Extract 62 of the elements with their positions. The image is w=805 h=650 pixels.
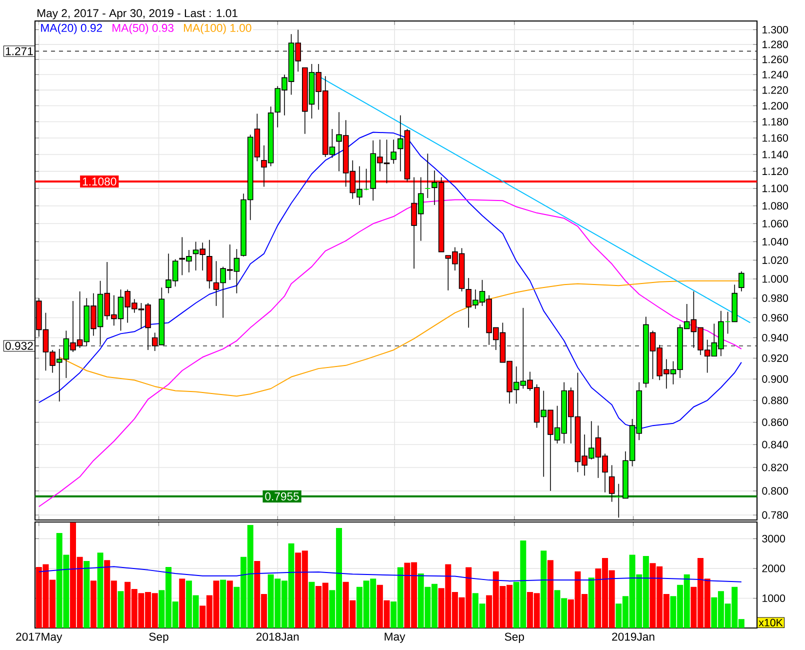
- y-tick-label: 0.820: [762, 464, 788, 472]
- y-tick-label: 1.300: [762, 26, 788, 34]
- y-tick-label: 0.980: [762, 294, 788, 302]
- y-tick-label: 1.100: [762, 184, 788, 192]
- y-tick-label: 1.240: [762, 70, 788, 78]
- y-tick-label: 0.900: [762, 375, 788, 383]
- y-tick-label: 0.940: [762, 334, 788, 342]
- line-series: [38, 566, 742, 582]
- chart-title: May 2, 2017 - Apr 30, 2019 - Last : 1.01: [38, 9, 238, 20]
- text: MA(50) 0.93: [112, 24, 174, 34]
- x-tick-label: 2019Jan: [612, 632, 654, 641]
- bar: [90, 580, 96, 628]
- y-tick-label: 1.160: [762, 134, 788, 142]
- bar: [588, 578, 594, 628]
- x-tick-label: 2018Jan: [256, 632, 299, 641]
- y-tick-label: 1.220: [762, 86, 788, 94]
- y-tick-label: 0.860: [762, 418, 788, 426]
- line-series: [38, 132, 742, 430]
- y-tick-label: 1.200: [762, 102, 788, 110]
- text: x10K: [758, 618, 783, 626]
- y-tick-label: 3000: [762, 534, 786, 542]
- y-tick-label: 1.280: [762, 40, 788, 48]
- ref-line-label: 0.7955: [265, 492, 299, 500]
- y-tick-label: 1.000: [762, 275, 788, 283]
- x-tick-label: Sep: [149, 632, 168, 643]
- y-tick-label: 1000: [762, 594, 786, 602]
- y-tick-label: 1.080: [762, 202, 788, 210]
- text: MA(100) 1.00: [184, 24, 252, 34]
- bar: [179, 578, 186, 628]
- y-tick-label: 0.880: [762, 396, 788, 404]
- y-tick-label: 0.960: [762, 314, 788, 322]
- y-tick-label: 0.920: [762, 354, 788, 362]
- y-tick-label: 1.140: [762, 150, 788, 158]
- candlestick: [608, 464, 615, 502]
- candlestick: [390, 139, 396, 164]
- bar: [118, 591, 124, 628]
- bar: [547, 560, 554, 628]
- y-tick-label: 0.840: [762, 440, 788, 448]
- text: MA(20) 0.92: [41, 24, 102, 34]
- y-tick-label: 1.180: [762, 118, 788, 126]
- bar: [220, 580, 226, 628]
- y-tick-label: 1.040: [762, 238, 788, 246]
- bar: [540, 550, 547, 628]
- x-tick-label: 2017May: [16, 632, 62, 643]
- candlestick: [424, 153, 431, 198]
- y-tick-label: 1.060: [762, 220, 788, 228]
- bar: [226, 580, 233, 628]
- bar: [97, 552, 104, 628]
- x-tick-label: Sep: [504, 632, 524, 643]
- y-tick-label: 1.260: [762, 56, 788, 64]
- y-tick-label: 0.780: [762, 511, 788, 519]
- candlestick: [738, 271, 744, 292]
- ref-line-label: 0.932: [5, 342, 33, 350]
- ref-line-label: 1.271: [6, 47, 33, 56]
- bar: [84, 561, 90, 628]
- y-tick-label: 1.020: [762, 256, 788, 264]
- y-tick-label: 0.800: [762, 487, 788, 495]
- y-tick-label: 2000: [762, 564, 786, 572]
- y-tick-label: 1.120: [762, 168, 788, 176]
- bar: [308, 582, 315, 628]
- x-tick-label: May: [384, 632, 406, 643]
- ref-line-label: 1.1080: [82, 178, 116, 186]
